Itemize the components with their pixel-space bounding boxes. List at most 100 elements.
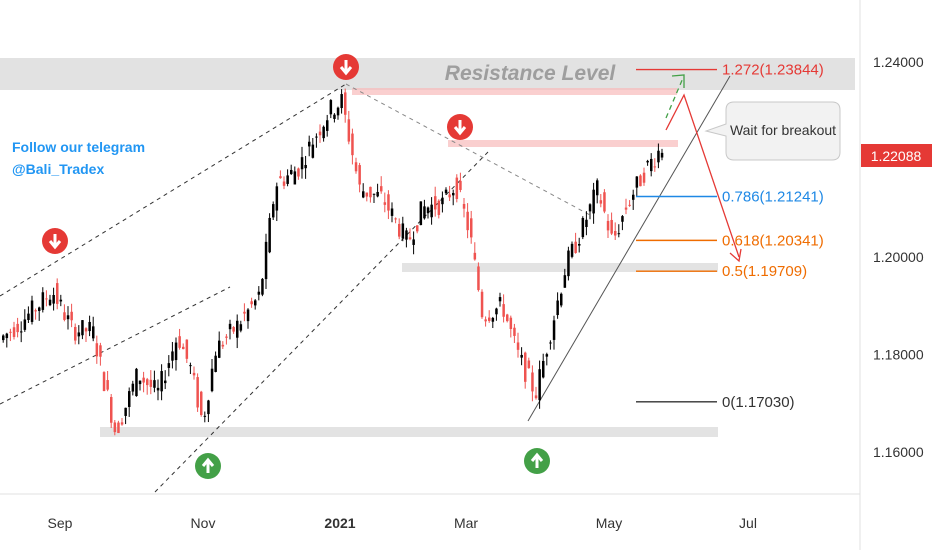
candle-body bbox=[588, 204, 592, 212]
candle-body bbox=[524, 352, 527, 382]
sell-signal-icon bbox=[333, 54, 359, 80]
candle-body bbox=[394, 218, 397, 220]
candle-body bbox=[578, 243, 581, 246]
candle-body bbox=[657, 150, 660, 163]
candle-body bbox=[293, 171, 297, 185]
fib-label: 0.5(1.19709) bbox=[722, 263, 807, 280]
candle-body bbox=[81, 320, 84, 336]
candle-body bbox=[549, 342, 552, 344]
candle-body bbox=[599, 200, 603, 204]
x-tick-label: Nov bbox=[191, 515, 216, 531]
rejection-projection-arrowhead bbox=[729, 248, 742, 263]
sell-signal-icon bbox=[447, 114, 473, 140]
candle-body bbox=[336, 107, 340, 116]
candle-body bbox=[624, 207, 628, 210]
candle-body bbox=[513, 327, 516, 336]
candle-body bbox=[408, 237, 412, 240]
candle-body bbox=[462, 203, 466, 209]
candle-body bbox=[362, 191, 365, 198]
candle-body bbox=[239, 324, 243, 331]
candle-body bbox=[52, 294, 55, 304]
candle-body bbox=[102, 372, 106, 392]
candle-body bbox=[416, 225, 419, 232]
candle-body bbox=[5, 333, 9, 339]
fib-levels: 1.272(1.23844) 0.786(1.21241) 0.618(1.2034… bbox=[636, 62, 824, 411]
buy-signal-icon bbox=[524, 448, 550, 474]
candle-body bbox=[164, 380, 167, 384]
candle-body bbox=[282, 181, 286, 186]
candle-body bbox=[210, 368, 214, 392]
candle-body bbox=[358, 165, 361, 185]
candle-body bbox=[653, 166, 657, 168]
candle-body bbox=[138, 380, 142, 385]
candle-body bbox=[84, 328, 88, 332]
candle-body bbox=[272, 204, 275, 218]
candle-body bbox=[131, 383, 135, 392]
candle-body bbox=[311, 144, 315, 158]
candle-body bbox=[531, 372, 534, 392]
candle-body bbox=[542, 360, 545, 378]
candle-body bbox=[178, 336, 181, 348]
candle-body bbox=[632, 194, 635, 200]
x-axis: Sep Nov 2021 Mar May Jul bbox=[48, 515, 757, 531]
y-tick-label: 1.20000 bbox=[873, 249, 924, 265]
candle-body bbox=[398, 223, 401, 237]
candle-body bbox=[160, 371, 163, 392]
candle-body bbox=[383, 202, 387, 205]
candle-body bbox=[38, 307, 41, 311]
candle-body bbox=[66, 315, 70, 320]
candle-body bbox=[650, 158, 653, 172]
candle-body bbox=[34, 310, 37, 312]
candle-body bbox=[308, 141, 311, 147]
candle-body bbox=[502, 304, 505, 317]
candle-body bbox=[59, 299, 63, 302]
candle-body bbox=[142, 377, 145, 383]
candle-body bbox=[617, 233, 621, 235]
candle-body bbox=[642, 172, 646, 183]
candle-body bbox=[275, 186, 279, 211]
buy-signal-icon bbox=[195, 453, 221, 479]
x-tick-label: May bbox=[596, 515, 622, 531]
candle-body bbox=[286, 175, 289, 184]
candle-body bbox=[329, 100, 333, 115]
telegram-note-line2: @Bali_Tradex bbox=[12, 161, 104, 177]
candle-body bbox=[401, 223, 405, 239]
candle-body bbox=[149, 379, 153, 387]
y-tick-label: 1.18000 bbox=[873, 347, 924, 363]
candle-body bbox=[635, 176, 639, 188]
candle-body bbox=[110, 397, 113, 423]
candle-body bbox=[333, 114, 336, 119]
candle-body bbox=[182, 346, 185, 350]
telegram-note-line1: Follow our telegram bbox=[12, 139, 145, 155]
candle-body bbox=[552, 320, 556, 340]
candle-body bbox=[365, 192, 369, 197]
candle-body bbox=[290, 169, 293, 175]
candle-body bbox=[221, 344, 225, 347]
fib-label: 1.272(1.23844) bbox=[722, 62, 824, 79]
candle-body bbox=[520, 354, 523, 358]
candle-body bbox=[495, 308, 498, 315]
candle-body bbox=[268, 217, 271, 253]
candle-body bbox=[174, 342, 178, 361]
candle-body bbox=[480, 291, 484, 318]
candle-body bbox=[236, 320, 239, 338]
candle-body bbox=[156, 387, 160, 391]
resistance-zone bbox=[0, 58, 855, 90]
x-tick-label: Jul bbox=[739, 515, 757, 531]
candle-body bbox=[171, 351, 174, 361]
candle-body bbox=[470, 218, 473, 238]
candle-body bbox=[477, 266, 480, 291]
candle-body bbox=[585, 219, 588, 228]
candle-body bbox=[23, 319, 27, 330]
candle-body bbox=[473, 252, 477, 260]
candle-body bbox=[491, 317, 495, 322]
descending-line bbox=[345, 83, 591, 216]
channel-upper-line bbox=[0, 83, 347, 297]
candle-body bbox=[153, 380, 156, 388]
candle-body bbox=[315, 136, 318, 138]
candle-body bbox=[214, 355, 217, 372]
candle-body bbox=[167, 363, 171, 368]
candle-body bbox=[297, 168, 300, 177]
